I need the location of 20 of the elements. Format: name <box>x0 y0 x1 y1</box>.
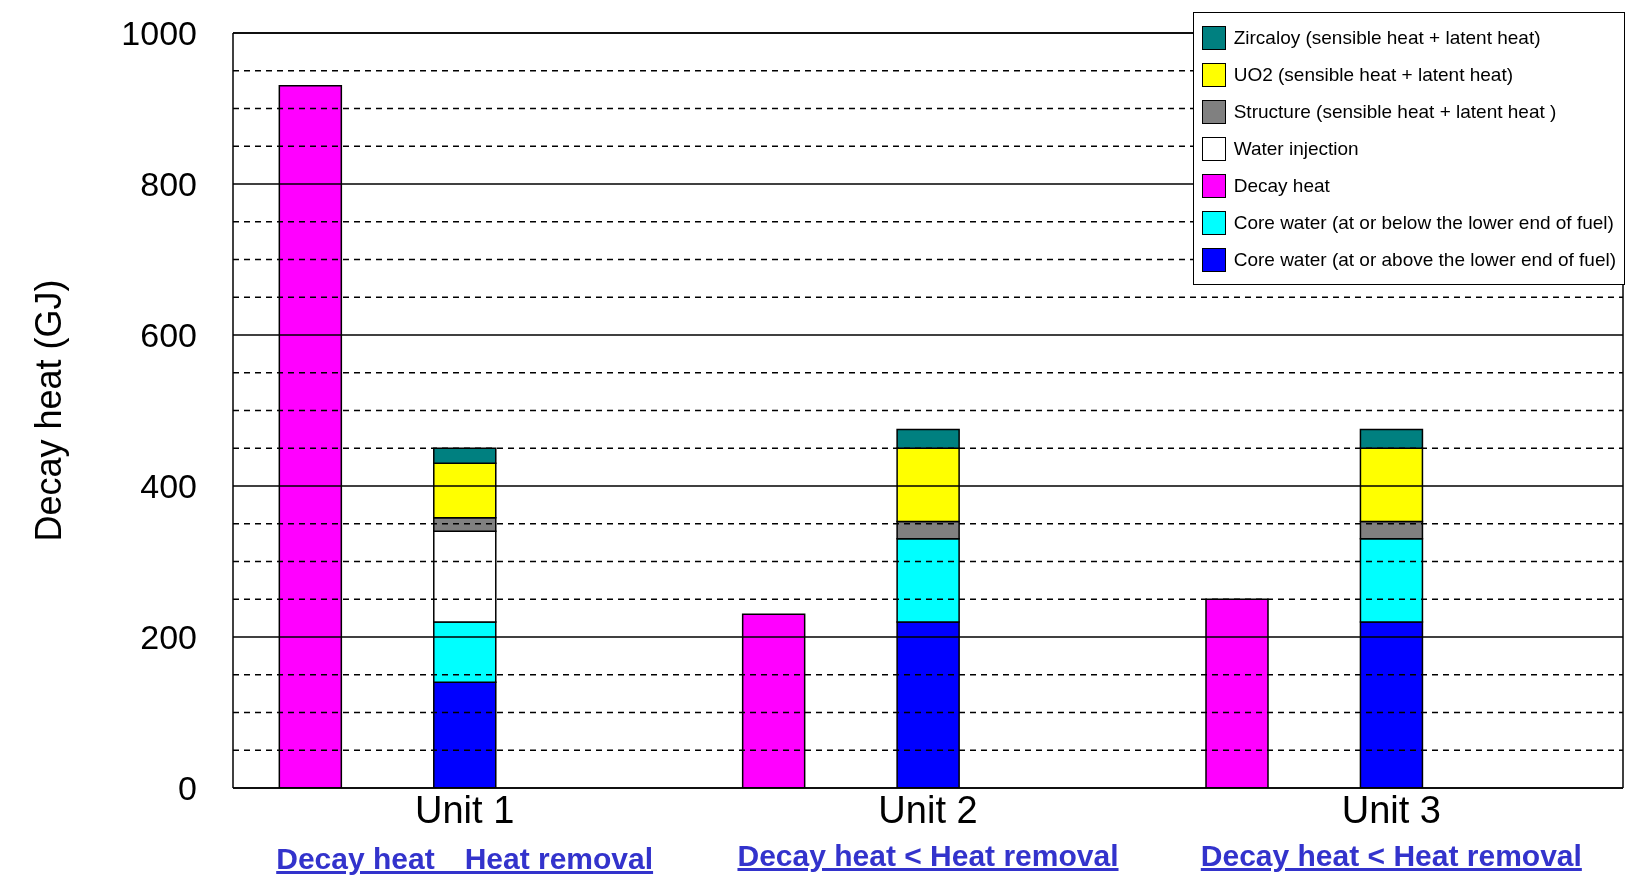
y-tick-label: 800 <box>140 165 197 204</box>
text: Decay heat < Heat removal <box>1199 839 1583 873</box>
legend-label: Decay heat <box>1233 174 1330 197</box>
legend-label: Structure (sensible heat + latent heat ) <box>1233 100 1557 123</box>
y-tick-label: 400 <box>140 467 197 506</box>
legend-label: UO2 (sensible heat + latent heat) <box>1233 63 1514 86</box>
x-tick-label: Unit 2 <box>878 788 978 831</box>
legend-label: Core water (at or above the lower end of fuel) <box>1233 248 1616 271</box>
text: Decay heat Heat removal <box>275 841 655 877</box>
text: Decay heat < Heat removal <box>736 839 1120 873</box>
legend-label: Zircaloy (sensible heat + latent heat) <box>1233 26 1541 49</box>
y-tick-label: 600 <box>140 316 197 355</box>
y-axis-title: Decay heat (GJ) <box>27 279 69 542</box>
y-tick-label: 200 <box>140 618 197 657</box>
y-tick-label: 1000 <box>121 14 197 53</box>
y-tick-label: 0 <box>178 769 197 808</box>
x-tick-label: Unit 1 <box>415 788 515 831</box>
legend-label: Water injection <box>1233 137 1359 160</box>
legend-label: Core water (at or below the lower end of fuel) <box>1233 211 1614 234</box>
x-tick-label: Unit 3 <box>1341 788 1441 831</box>
